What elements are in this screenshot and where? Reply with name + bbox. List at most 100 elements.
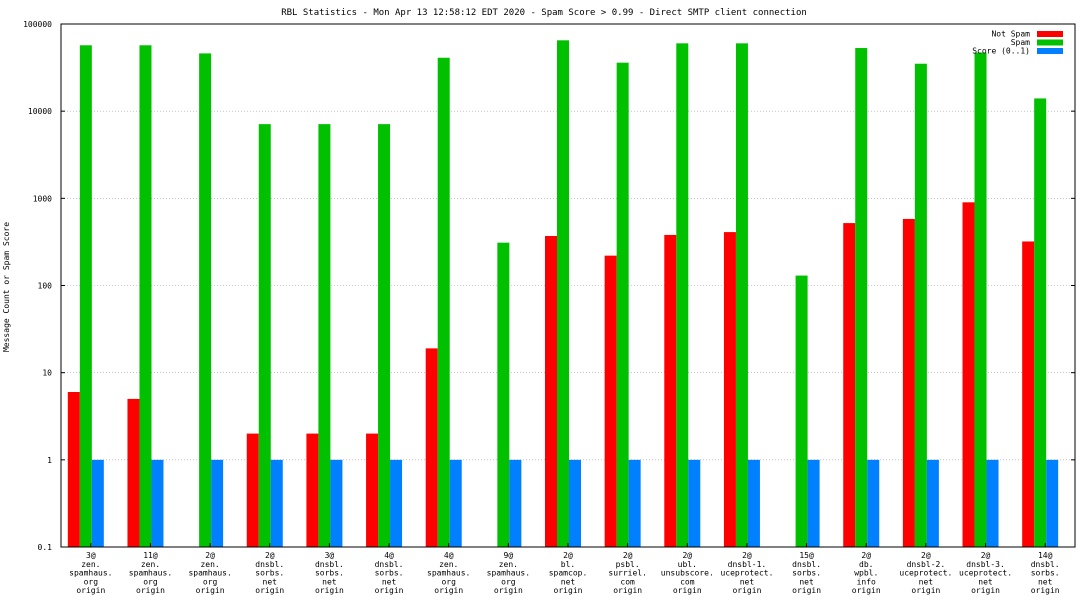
bar-not-spam	[425, 348, 438, 547]
chart-title: RBL Statistics - Mon Apr 13 12:58:12 EDT…	[281, 8, 807, 18]
x-category-label: net	[740, 577, 755, 586]
bar-not-spam	[306, 433, 319, 547]
x-category-label: sorbs.	[1031, 569, 1060, 578]
x-category-label: zen.	[200, 560, 219, 569]
x-category-label: org	[143, 577, 158, 586]
x-category-label: dnsbl.	[1031, 560, 1060, 569]
x-category-label: surriel.	[608, 569, 647, 578]
bar-not-spam	[843, 223, 856, 547]
bar-spam	[199, 53, 212, 548]
x-category-label: spamhaus.	[188, 569, 231, 578]
x-category-label: sorbs.	[375, 569, 404, 578]
bar-score-0-1	[211, 459, 224, 547]
x-category-label: dnsbl.	[315, 560, 344, 569]
x-category-label: spamhaus.	[487, 569, 530, 578]
y-tick-label: 100	[38, 282, 53, 291]
x-category-label: 2@	[265, 551, 275, 560]
bar-not-spam	[1022, 241, 1035, 547]
x-category-label: org	[203, 577, 218, 586]
bar-score-0-1	[807, 459, 820, 547]
legend-swatch	[1037, 31, 1063, 37]
y-axis-ticks: 0.1 1 10 100 1000 10000 100000	[23, 20, 1075, 552]
x-category-label: origin	[494, 586, 523, 595]
x-category-label: info	[857, 577, 876, 586]
bar-score-0-1	[330, 459, 343, 547]
bar-spam	[616, 62, 629, 548]
y-tick-label: 10	[42, 369, 52, 378]
x-category-label: zen.	[141, 560, 160, 569]
x-category-label: origin	[554, 586, 583, 595]
x-category-label: origin	[434, 586, 463, 595]
bar-spam	[914, 63, 927, 548]
y-axis-label: Message Count or Spam Score	[2, 222, 11, 352]
x-category-label: psbl.	[616, 560, 640, 569]
x-category-label: net	[919, 577, 934, 586]
x-category-label: com	[620, 577, 635, 586]
x-category-label: 11@	[143, 551, 158, 560]
x-category-label: net	[799, 577, 814, 586]
x-category-label: net	[322, 577, 337, 586]
x-category-label: zen.	[439, 560, 458, 569]
bar-score-0-1	[747, 459, 760, 547]
x-category-label: 2@	[682, 551, 692, 560]
y-tick-label: 1000	[33, 194, 52, 203]
y-tick-label: 1	[47, 456, 52, 465]
x-category-label: db.	[859, 560, 873, 569]
x-category-label: unsubscore.	[661, 569, 714, 578]
bar-spam	[735, 43, 748, 548]
legend-swatch	[1037, 39, 1063, 46]
x-category-label: origin	[613, 586, 642, 595]
x-category-label: sorbs.	[315, 569, 344, 578]
x-category-label: com	[680, 577, 695, 586]
bar-spam	[139, 45, 152, 547]
x-category-label: 2@	[981, 551, 991, 560]
x-category-label: 9@	[504, 551, 514, 560]
x-category-label: origin	[911, 586, 940, 595]
bar-spam	[318, 124, 331, 547]
bar-spam	[557, 40, 569, 548]
x-category-label: 15@	[799, 551, 814, 560]
x-category-label: 14@	[1038, 551, 1053, 560]
bar-score-0-1	[688, 459, 701, 547]
bar-spam	[79, 45, 92, 547]
x-category-label: spamhaus.	[129, 569, 172, 578]
x-category-label: sorbs.	[792, 569, 821, 578]
x-category-label: org	[501, 577, 516, 586]
bar-score-0-1	[270, 459, 283, 547]
bar-not-spam	[604, 255, 617, 547]
legend-swatch	[1037, 48, 1063, 54]
x-category-label: 2@	[623, 551, 633, 560]
x-category-label: dnsbl-1.	[728, 560, 767, 569]
x-category-label: 4@	[444, 551, 454, 560]
x-category-label: origin	[315, 586, 344, 595]
x-category-label: spamcop.	[549, 569, 588, 578]
x-category-label: dnsbl.	[255, 560, 284, 569]
x-category-label: origin	[196, 586, 225, 595]
bar-not-spam	[902, 218, 915, 547]
bar-score-0-1	[390, 459, 403, 547]
bar-score-0-1	[569, 459, 581, 547]
bar-spam	[497, 242, 510, 548]
x-category-label: dnsbl-2.	[907, 560, 946, 569]
bar-not-spam	[962, 202, 975, 547]
x-category-label: org	[441, 577, 456, 586]
bar-not-spam	[664, 234, 677, 547]
bar-not-spam	[246, 433, 259, 547]
bar-score-0-1	[151, 459, 164, 547]
x-category-label: 2@	[921, 551, 931, 560]
bar-spam	[974, 52, 987, 547]
x-category-label: zen.	[81, 560, 100, 569]
bar-score-0-1	[926, 459, 939, 547]
bar-spam	[258, 124, 271, 547]
x-category-label: uceprotect.	[959, 569, 1012, 578]
bar-score-0-1	[1046, 459, 1059, 547]
x-category-label: origin	[255, 586, 284, 595]
y-tick-label: 0.1	[38, 543, 53, 552]
x-category-label: uceprotect.	[899, 569, 952, 578]
bar-score-0-1	[986, 459, 999, 547]
y-tick-label: 100000	[23, 20, 52, 29]
legend-label: Spam	[1011, 38, 1030, 47]
x-category-label: net	[263, 577, 278, 586]
x-category-label: ubl.	[678, 560, 697, 569]
